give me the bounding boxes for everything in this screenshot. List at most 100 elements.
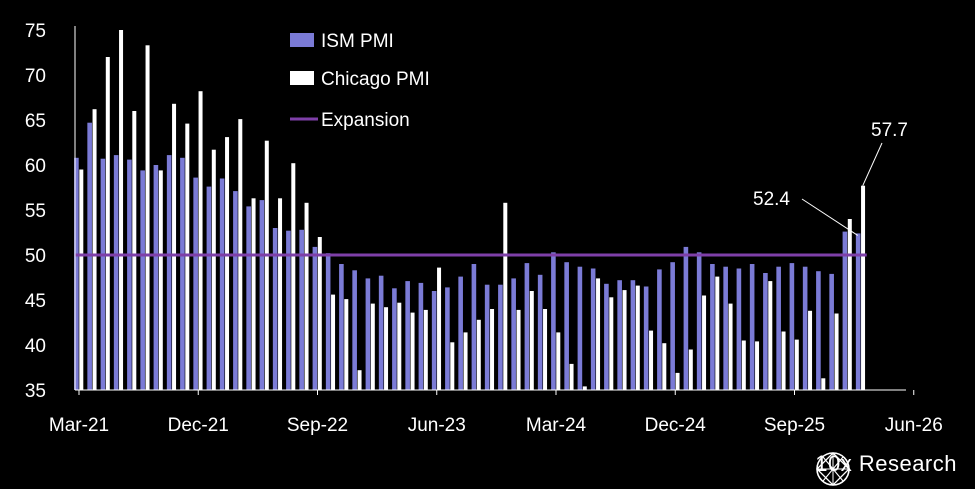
ism-bar <box>816 271 821 390</box>
chicago-bar <box>331 294 336 390</box>
ism-bar <box>378 275 384 390</box>
ism-bar <box>471 264 477 390</box>
ism-bar <box>683 246 689 390</box>
chicago-bar <box>702 295 707 390</box>
ism-last-value-label: 52.4 <box>753 189 790 210</box>
ism-bar <box>418 282 424 390</box>
ism-bar <box>657 269 662 390</box>
x-tick-label: Mar-21 <box>49 415 109 436</box>
chicago-bar <box>185 123 190 390</box>
chicago-bar <box>119 30 124 390</box>
chicago-bar <box>423 309 428 390</box>
x-tick-label: Jun-23 <box>408 415 466 436</box>
ism-bar <box>458 276 463 390</box>
chicago-label-leader <box>862 142 883 186</box>
chicago-bar <box>132 111 137 390</box>
chicago-bar <box>808 310 813 390</box>
ism-bar <box>166 155 172 390</box>
globe-logo-icon <box>816 452 851 486</box>
ism-bar <box>339 264 344 390</box>
ism-bar <box>551 252 556 390</box>
chicago-bar <box>357 370 362 390</box>
chicago-bar <box>384 307 389 390</box>
ism-bar <box>802 266 808 390</box>
chicago-bar <box>543 309 548 390</box>
chicago-bar <box>675 372 680 390</box>
y-tick-label: 65 <box>25 111 46 132</box>
ism-bar <box>431 291 437 390</box>
x-tick-label: Jun-26 <box>885 415 943 436</box>
ism-bar <box>696 252 702 390</box>
chicago-bar <box>622 290 627 390</box>
legend-label: Chicago PMI <box>321 69 430 90</box>
ism-bar <box>299 229 304 390</box>
chicago-bar <box>556 332 561 390</box>
ism-bar <box>193 177 198 390</box>
chicago-bar <box>158 170 163 390</box>
ism-bar <box>219 178 225 390</box>
chicago-bar <box>79 169 84 390</box>
ism-bar <box>736 268 742 390</box>
legend-label: ISM PMI <box>321 31 394 52</box>
y-tick-label: 70 <box>25 66 46 87</box>
chicago-bar <box>715 276 720 390</box>
chicago-bar <box>794 339 799 390</box>
chicago-bar <box>145 45 150 391</box>
ism-bar <box>127 159 132 390</box>
chicago-bar <box>225 137 230 390</box>
y-tick-label: 55 <box>25 201 46 222</box>
y-tick-label: 35 <box>25 381 46 402</box>
chicago-bar <box>344 299 349 390</box>
chicago-bar <box>304 202 309 390</box>
ism-bar <box>604 283 609 390</box>
ism-bar <box>312 246 318 390</box>
ism-bar <box>405 281 410 390</box>
ism-bar <box>233 191 238 390</box>
ism-bar <box>206 186 212 390</box>
chicago-bar <box>609 297 614 390</box>
ism-bar <box>325 253 331 390</box>
ism-bar <box>100 158 106 390</box>
ism-bar <box>617 280 622 390</box>
ism-bar <box>537 274 543 390</box>
chicago-bar <box>582 386 587 390</box>
ism-bar <box>140 170 145 390</box>
chicago-bar <box>370 303 375 390</box>
ism-bar <box>776 266 781 390</box>
chicago-bar <box>847 219 852 390</box>
chicago-bar <box>105 57 110 390</box>
ism-bar <box>272 228 278 390</box>
ism-bar <box>590 268 596 390</box>
x-tick-label: Dec-24 <box>645 415 707 436</box>
chicago-bar <box>251 198 256 390</box>
ism-bar <box>763 273 768 390</box>
chicago-bar <box>834 313 839 390</box>
chicago-bar <box>317 237 322 390</box>
chicago-bar <box>476 319 481 390</box>
chicago-last-value-label: 57.7 <box>871 120 908 141</box>
ism-bar <box>286 230 291 390</box>
x-tick-label: Mar-24 <box>526 415 587 436</box>
ism-bar <box>484 284 490 390</box>
ism-label-leader <box>801 198 859 236</box>
ism-bar <box>180 157 185 390</box>
ism-bar <box>855 233 861 390</box>
y-tick-label: 50 <box>25 246 46 267</box>
y-tick-label: 45 <box>25 291 46 312</box>
chicago-bar <box>768 281 773 390</box>
ism-bar <box>829 273 834 390</box>
brand-name: 10x Research <box>815 451 957 476</box>
chicago-bar <box>450 342 455 390</box>
ism-bar <box>670 262 675 390</box>
chicago-bar <box>741 340 746 390</box>
chicago-bar <box>861 185 866 390</box>
chicago-bar <box>728 303 733 390</box>
chicago-bar <box>172 103 177 391</box>
y-tick-label: 40 <box>25 336 46 357</box>
chicago-bar <box>463 332 468 390</box>
ism-bar <box>392 288 397 390</box>
chicago-bar <box>781 331 786 390</box>
chicago-bar <box>503 202 508 390</box>
x-tick-label: Sep-22 <box>287 415 348 436</box>
ism-bar <box>524 263 530 390</box>
